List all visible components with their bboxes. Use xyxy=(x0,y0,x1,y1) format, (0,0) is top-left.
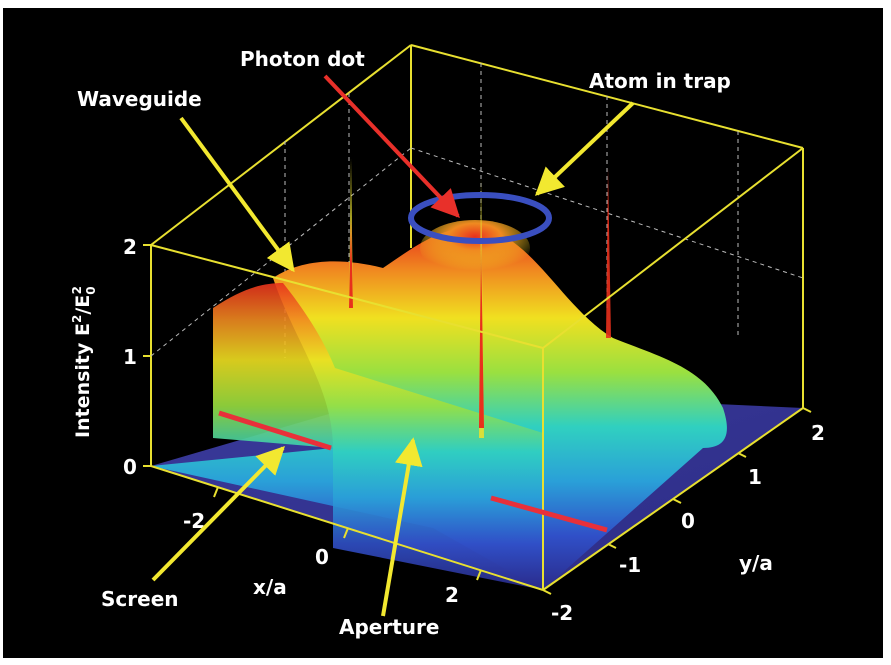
surface-peak xyxy=(420,220,530,276)
y-tick-label: 1 xyxy=(748,465,762,489)
z-tick-label: 1 xyxy=(123,345,137,369)
annotation-screen: Screen xyxy=(101,587,179,611)
x-axis-label: x/a xyxy=(253,575,287,599)
annotation-arrows xyxy=(151,74,635,617)
annotation-aperture: Aperture xyxy=(339,615,439,639)
surface-body xyxy=(213,283,543,590)
y-tick-label: -2 xyxy=(551,601,573,625)
y-axis-label: y/a xyxy=(739,551,773,575)
y-tick-label: -1 xyxy=(619,553,641,577)
y-tick-label: 0 xyxy=(681,509,695,533)
x-tick-label: 0 xyxy=(315,545,329,569)
x-axis-ticks xyxy=(213,486,482,581)
aperture-arrow xyxy=(381,437,423,617)
screen-arrow xyxy=(151,446,285,582)
trap-ring xyxy=(408,192,552,244)
atom-arrow xyxy=(534,101,635,196)
z-axis-ticks xyxy=(143,244,151,467)
chart-figure: 0 1 2 Intensity E2/E02 -2 0 2 x/a -2 -1 … xyxy=(3,8,883,658)
annotation-photon-dot: Photon dot xyxy=(240,47,365,71)
y-tick-label: 2 xyxy=(811,421,825,445)
y-axis-ticks xyxy=(542,407,812,595)
waveguide-arrow xyxy=(179,116,295,273)
annotation-atom-in-trap: Atom in trap xyxy=(589,69,731,93)
z-axis-label: Intensity E2/E02 xyxy=(70,286,98,438)
annotation-waveguide: Waveguide xyxy=(77,87,202,111)
x-tick-label: 2 xyxy=(445,583,459,607)
screen-markers xyxy=(218,410,608,533)
photon-dot-arrow xyxy=(323,74,460,219)
z-tick-label: 0 xyxy=(123,455,137,479)
z-tick-label: 2 xyxy=(123,235,137,259)
x-tick-label: -2 xyxy=(183,509,205,533)
